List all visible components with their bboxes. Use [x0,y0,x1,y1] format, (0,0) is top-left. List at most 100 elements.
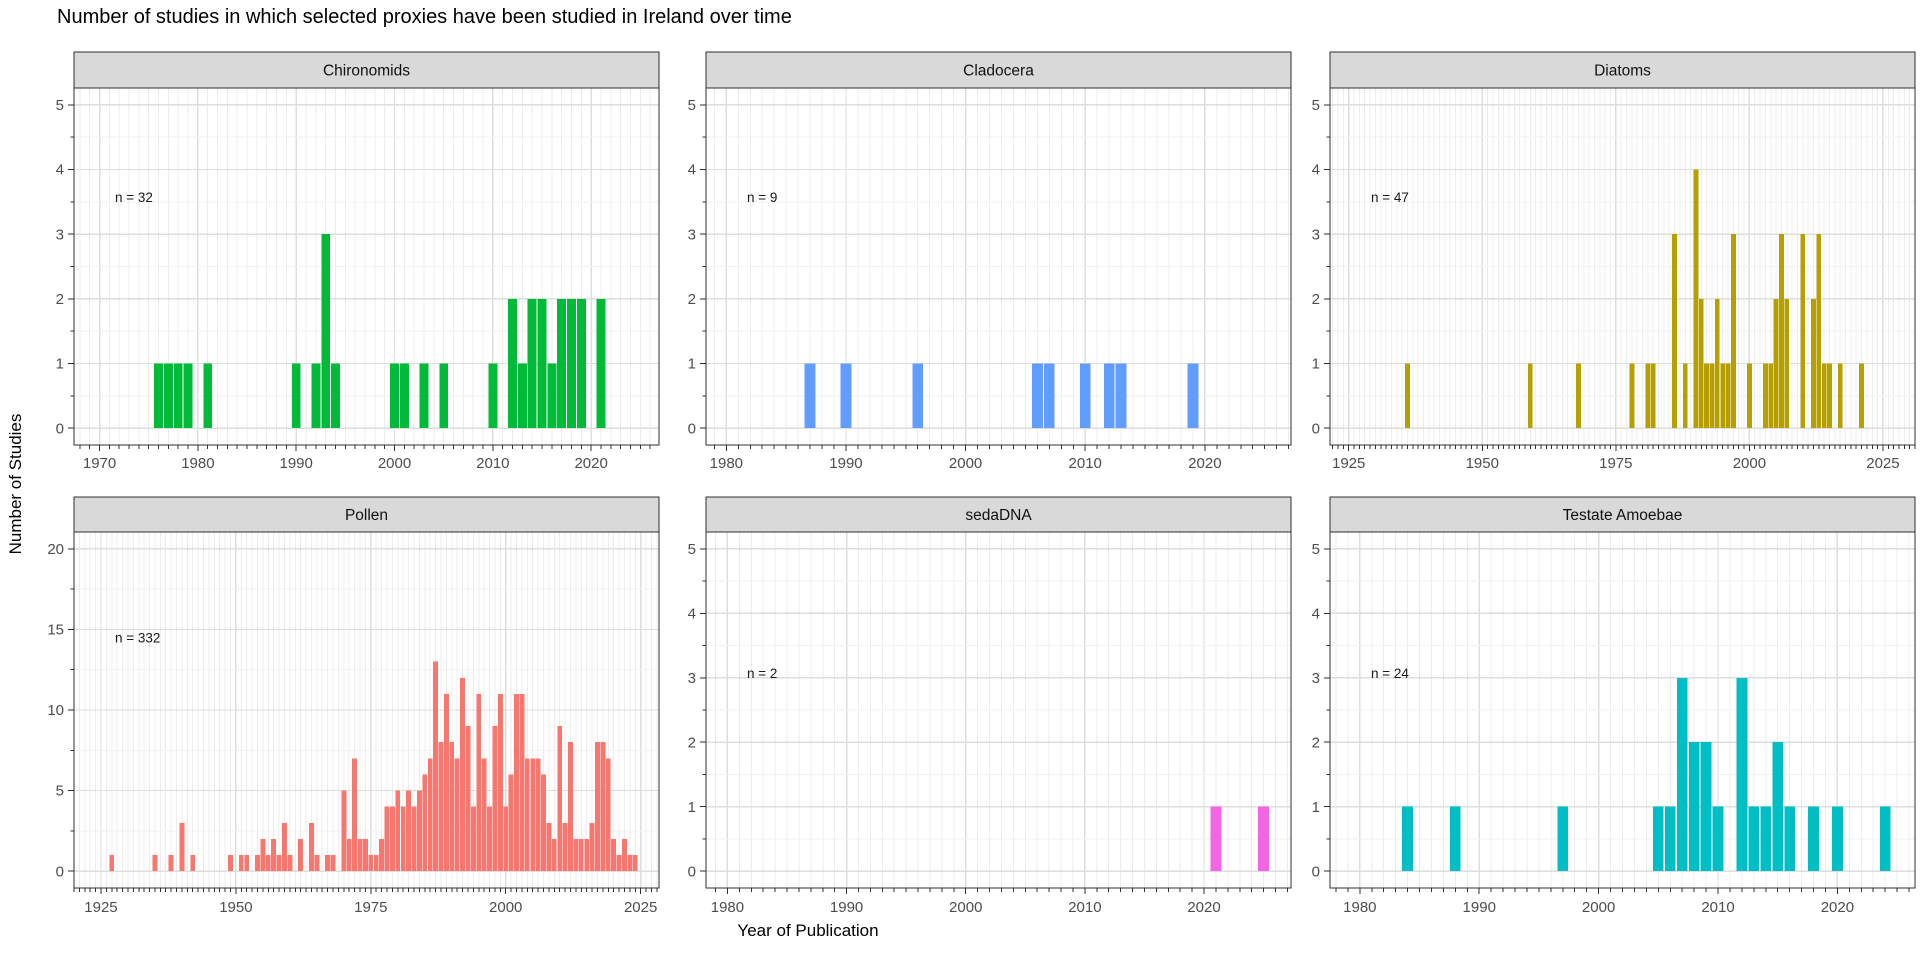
bar [438,742,444,872]
bar [1043,363,1055,429]
bar [460,677,465,872]
bar [1682,363,1688,429]
x-tick-label: 1990 [829,455,862,472]
n-annotation: n = 47 [1371,190,1409,205]
bar [589,822,595,872]
bar [1821,363,1827,429]
bar [183,363,193,429]
x-tick-label: 2020 [1187,899,1220,916]
bar [547,363,557,429]
bar [519,693,525,872]
x-tick-label: 2000 [378,455,411,472]
bar [346,838,352,872]
chart-title: Number of studies in which selected prox… [57,6,792,28]
bar [1773,298,1779,429]
bar [260,838,266,872]
y-tick-label: 1 [56,356,64,373]
bar [1827,363,1832,429]
bar [912,363,924,429]
bar [1748,806,1760,872]
bar [168,854,174,872]
y-tick-label: 15 [47,622,64,639]
x-tick-label: 1975 [354,899,387,916]
bar [527,298,537,429]
bar [576,298,586,429]
facet-strip [1329,51,1916,89]
y-tick-label: 3 [688,670,696,687]
bar [255,854,260,872]
n-annotation: n = 9 [747,190,777,205]
x-tick-label: 2010 [1068,899,1101,916]
bar [298,838,304,872]
facet-title: Cladocera [963,63,1034,80]
x-tick-label: 1980 [711,899,744,916]
bar [1811,298,1816,429]
bar [228,854,233,872]
bar [321,234,331,429]
bar [190,854,196,872]
bar [311,363,321,429]
y-tick-label: 2 [1312,734,1320,751]
bar [1816,234,1822,429]
bar [1629,363,1635,429]
bar [291,363,301,429]
bar [1664,806,1676,872]
bar [287,854,293,872]
bar [271,838,277,872]
bar [1746,363,1752,429]
bar [497,693,503,872]
bar [1736,677,1748,872]
bar [341,790,347,872]
x-tick-label: 1925 [1332,455,1365,472]
facet-strip [73,496,660,533]
bar [465,726,471,872]
y-tick-label: 10 [47,702,64,719]
n-annotation: n = 32 [115,190,153,205]
facet-sedadna: sedaDNA 1980 1990 2000 2010 2020 0 1 2 3 4 5 n = 2 [688,496,1292,916]
y-tick-label: 5 [1312,97,1320,114]
bar [1709,363,1715,429]
bar [357,838,363,872]
facet-title: Testate Amoebae [1563,507,1683,524]
bar [546,822,552,872]
bar [399,363,409,429]
bar [470,806,476,872]
y-tick-label: 1 [688,799,696,816]
facet-chironomids: Chironomids 1970 1980 1990 2000 2010 2020 0 1 2 3 4… [56,51,660,472]
bar [840,363,852,429]
bar [282,822,287,872]
bar [330,854,336,872]
bar [1859,363,1864,429]
facet-cladocera: Cladocera 1980 1990 2000 2010 2020 0 1 2 3 4 5 n = 9 [688,51,1292,472]
x-tick-label: 2000 [1582,899,1615,916]
y-tick-label: 4 [688,605,696,622]
y-tick-label: 20 [47,541,64,558]
bar [331,363,340,429]
bar [517,363,527,429]
y-tick-label: 1 [1312,356,1320,373]
bar [1557,806,1569,872]
bar [632,854,638,872]
x-tick-label: 1980 [1343,899,1376,916]
bar [503,806,509,872]
bar [152,854,158,872]
bar [487,806,492,872]
x-tick-label: 1975 [1599,455,1632,472]
bar [514,693,519,872]
bar [537,298,547,429]
bar [562,822,568,872]
bar [384,806,390,872]
bar [154,363,163,429]
bar [600,742,606,872]
bar [1712,806,1724,872]
bar [1402,806,1413,872]
bar [578,838,584,872]
facet-title: sedaDNA [965,507,1032,524]
x-tick-label: 1925 [84,899,117,916]
bar [1449,806,1461,872]
bar [535,758,541,872]
bar [411,806,417,872]
bar [1784,806,1796,872]
y-tick-label: 0 [56,420,64,437]
